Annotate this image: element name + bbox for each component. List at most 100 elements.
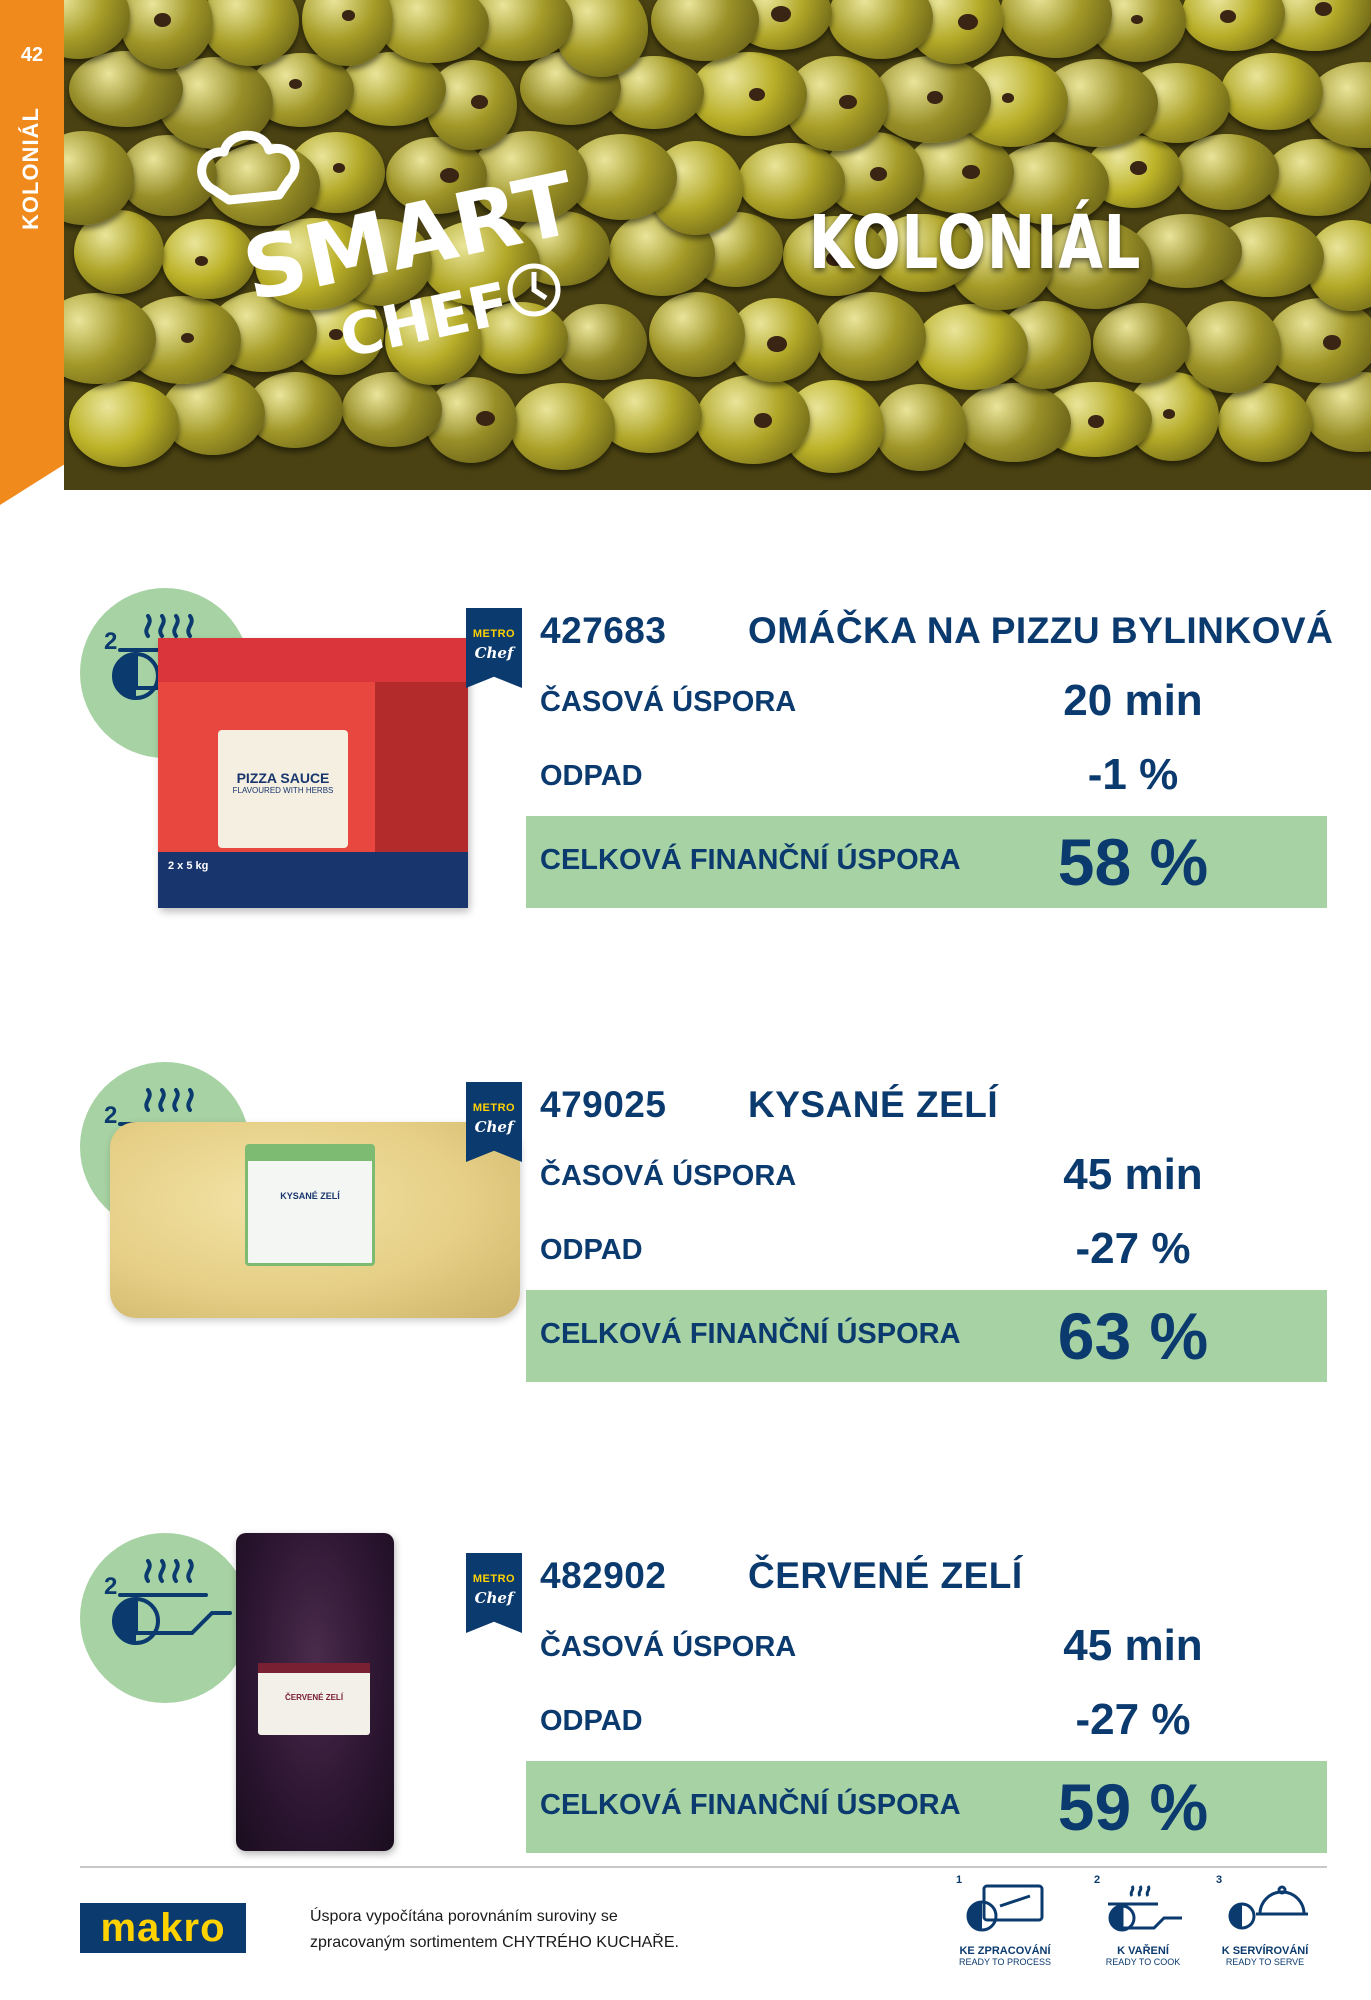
olive-image [1092, 303, 1191, 383]
waste-label: ODPAD [540, 1234, 643, 1266]
knife-board-icon [966, 1884, 1044, 1932]
package-sublabel: FLAVOURED WITH HERBS [232, 786, 334, 795]
olive-image [696, 374, 810, 465]
olive-image [162, 219, 255, 299]
total-saving-value: 63 % [1057, 1299, 1209, 1373]
legend-item: 2 K VAŘENÍ READY TO COOK [1088, 1874, 1198, 1967]
waste-value: -27 % [1075, 1224, 1191, 1273]
olive-image [1218, 382, 1312, 463]
olive-image [737, 143, 846, 219]
legend-sublabel: READY TO COOK [1105, 1957, 1181, 1967]
olive-image [64, 0, 131, 59]
product-code: 427683 [540, 610, 667, 651]
olive-image [650, 0, 759, 61]
olive-image [871, 56, 992, 144]
pan-steam-icon [112, 1559, 232, 1645]
metro-chef-badge: METRO Chef [466, 1553, 522, 1633]
olive-image [597, 378, 703, 453]
olive-image [827, 0, 933, 59]
olive-image [378, 0, 489, 63]
total-saving-label: CELKOVÁ FINANČNÍ ÚSPORA [540, 844, 961, 876]
time-saving-label: ČASOVÁ ÚSPORA [540, 1631, 797, 1663]
package-label: PIZZA SAUCE [236, 770, 330, 786]
total-saving-label: CELKOVÁ FINANČNÍ ÚSPORA [540, 1789, 961, 1821]
badge-top-text: METRO [472, 1573, 516, 1585]
waste-label: ODPAD [540, 1705, 643, 1737]
legend-number: 3 [1216, 1874, 1223, 1886]
olive-image [783, 216, 886, 296]
olive-image [999, 0, 1113, 58]
product-card: 2 KYSANÉ ZELÍ METRO Chef 479025 KYSANÉ Z… [0, 1062, 1371, 1422]
legend-number: 1 [956, 1874, 963, 1886]
olive-image [689, 51, 808, 137]
olive-image [474, 302, 569, 375]
chef-hat-icon [197, 130, 300, 205]
stage-number: 2 [104, 1573, 118, 1600]
stage-number: 2 [104, 628, 118, 655]
time-saving-value: 45 min [1063, 1621, 1203, 1670]
page-number: 42 [20, 44, 44, 66]
olive-image [161, 372, 266, 455]
olive-image [1038, 220, 1153, 309]
total-saving-value: 58 % [1057, 825, 1209, 899]
olive-image [870, 213, 975, 292]
olive-image [422, 219, 541, 306]
legend-item: 1 KE ZPRACOVÁNÍ READY TO PROCESS [950, 1874, 1060, 1967]
olive-image [957, 382, 1071, 462]
badge-bottom-text: Chef [474, 644, 514, 662]
metro-chef-badge: METRO Chef [466, 1082, 522, 1162]
pizza-sauce-package-image: PIZZA SAUCE FLAVOURED WITH HERBS 2 x 5 k… [158, 638, 468, 908]
waste-label: ODPAD [540, 760, 643, 792]
total-saving-bar: CELKOVÁ FINANČNÍ ÚSPORA 63 % [526, 1290, 1327, 1382]
badge-bottom-text: Chef [474, 1118, 514, 1136]
time-saving-label: ČASOVÁ ÚSPORA [540, 686, 797, 718]
legend-label: KE ZPRACOVÁNÍ [959, 1945, 1051, 1957]
legend-sublabel: READY TO SERVE [1225, 1957, 1305, 1967]
olive-image [816, 291, 927, 381]
badge-bottom-text: Chef [474, 1589, 514, 1607]
total-saving-bar: CELKOVÁ FINANČNÍ ÚSPORA 59 % [526, 1761, 1327, 1853]
legend-number: 2 [1094, 1874, 1101, 1886]
footer-note: Úspora vypočítána porovnáním suroviny se… [310, 1904, 730, 1956]
stage-number: 2 [104, 1102, 118, 1129]
ready-to-cook-badge: 2 [80, 1533, 250, 1703]
hero-banner: SMART CHEF KOLONIÁL [64, 0, 1371, 490]
legend-label: K SERVÍROVÁNÍ [1221, 1945, 1309, 1957]
olive-image [1221, 53, 1323, 130]
package-label: KYSANÉ ZELÍ [280, 1191, 340, 1201]
olive-image [254, 217, 375, 311]
olive-image [1304, 371, 1371, 453]
section-label: KOLONIÁL [18, 107, 43, 230]
legend-sublabel: READY TO PROCESS [958, 1957, 1052, 1967]
olive-image [1174, 134, 1279, 211]
badge-top-text: METRO [472, 628, 516, 640]
footer-divider [80, 1866, 1327, 1868]
pan-steam-icon [1108, 1885, 1182, 1932]
product-name: KYSANÉ ZELÍ [748, 1084, 999, 1125]
legend-label: K VAŘENÍ [1117, 1945, 1169, 1957]
olive-image [914, 303, 1028, 390]
olive-image [648, 291, 746, 378]
product-code: 482902 [540, 1555, 667, 1596]
olive-image [120, 0, 213, 69]
package-quantity: 2 x 5 kg [168, 860, 209, 872]
product-code: 479025 [540, 1084, 667, 1125]
olive-image [1264, 139, 1371, 217]
olive-image [1267, 297, 1371, 384]
badge-top-text: METRO [472, 1102, 516, 1114]
olive-image [207, 142, 320, 226]
olive-image [384, 295, 483, 385]
time-saving-value: 45 min [1063, 1150, 1203, 1199]
olive-image [424, 377, 518, 464]
hero-title: KOLONIÁL [808, 200, 1141, 286]
smart-chef-logo: SMART CHEF [197, 130, 584, 371]
waste-value: -1 % [1087, 750, 1179, 799]
olive-image [1181, 300, 1282, 393]
olive-image [873, 383, 967, 472]
footer-note-line: zpracovaným sortimentem CHYTRÉHO KUCHAŘE… [310, 1934, 679, 1951]
product-name: OMÁČKA NA PIZZU BYLINKOVÁ [748, 610, 1334, 651]
footer-note-line: Úspora vypočítána porovnáním suroviny se [310, 1908, 618, 1925]
total-saving-label: CELKOVÁ FINANČNÍ ÚSPORA [540, 1318, 961, 1350]
olive-image [68, 381, 180, 468]
olive-image [510, 382, 616, 470]
